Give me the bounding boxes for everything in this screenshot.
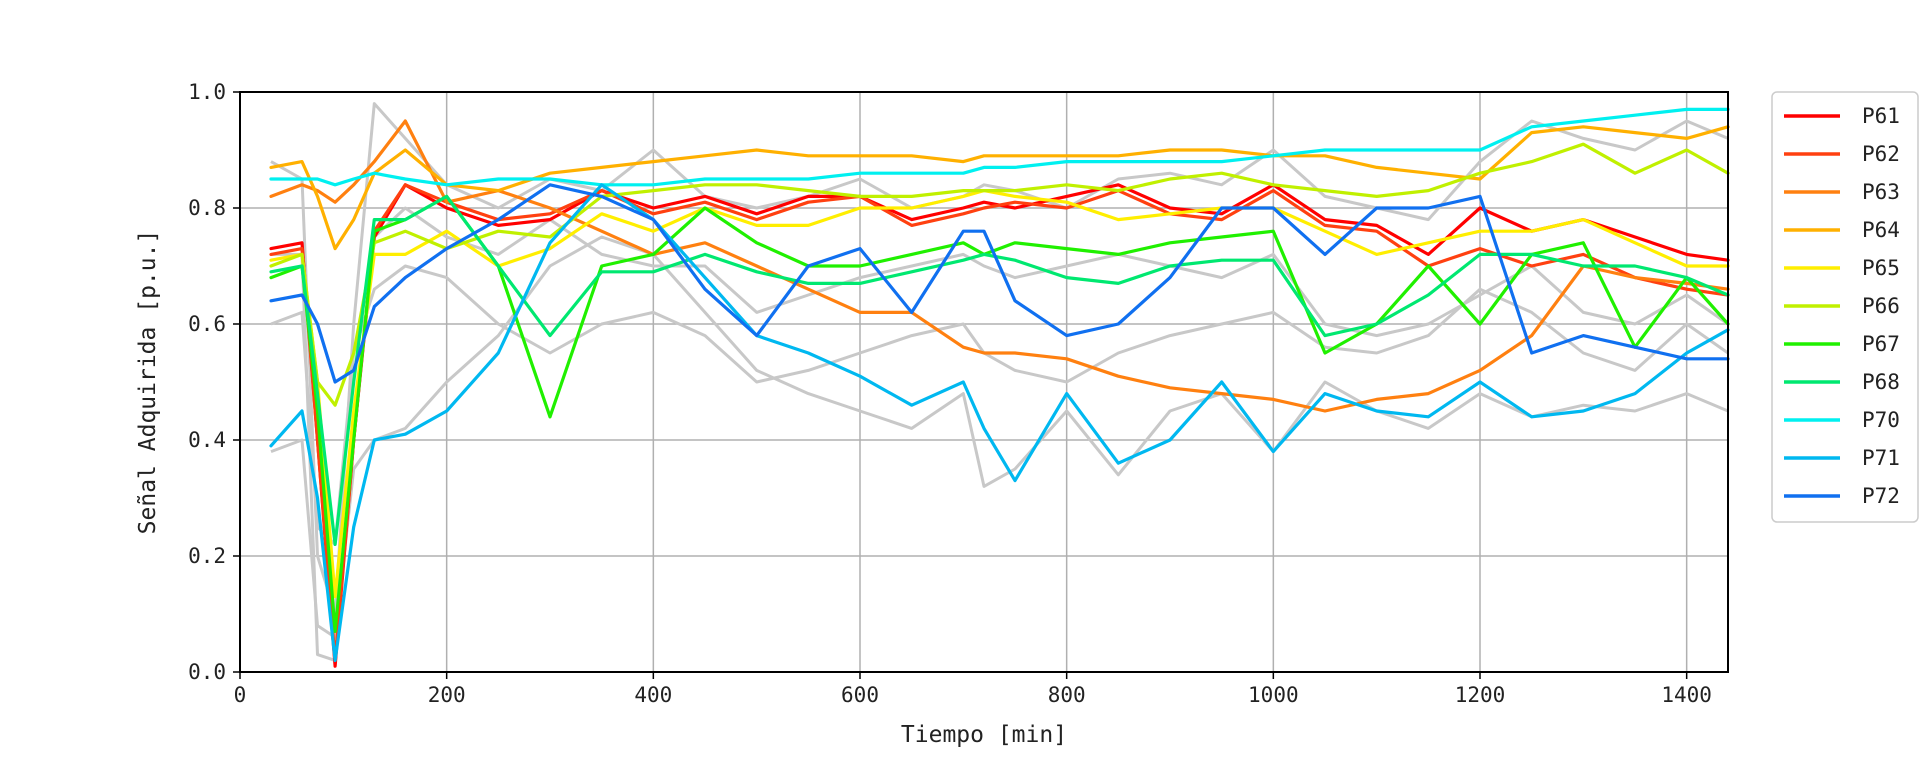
x-tick-label: 1200 bbox=[1455, 683, 1506, 707]
x-tick-label: 400 bbox=[634, 683, 672, 707]
legend-label: P68 bbox=[1862, 370, 1900, 394]
y-axis-title: Señal Adquirida [p.u.] bbox=[135, 230, 161, 535]
legend-label: P61 bbox=[1862, 104, 1900, 128]
legend-label: P67 bbox=[1862, 332, 1900, 356]
legend-label: P62 bbox=[1862, 142, 1900, 166]
y-tick-label: 0.6 bbox=[188, 312, 226, 336]
legend-label: P66 bbox=[1862, 294, 1900, 318]
legend: P61 P62 P63 P64 P65 P66 P67 P68 P70 P71 P72 bbox=[1772, 92, 1918, 522]
x-tick-label: 800 bbox=[1048, 683, 1086, 707]
legend-label: P63 bbox=[1862, 180, 1900, 204]
x-tick-label: 200 bbox=[428, 683, 466, 707]
legend-label: P65 bbox=[1862, 256, 1900, 280]
legend-label: P72 bbox=[1862, 484, 1900, 508]
x-tick-label: 1400 bbox=[1661, 683, 1712, 707]
x-tick-label: 600 bbox=[841, 683, 879, 707]
legend-label: P64 bbox=[1862, 218, 1900, 242]
y-tick-label: 0.4 bbox=[188, 428, 226, 452]
legend-label: P70 bbox=[1862, 408, 1900, 432]
y-tick-label: 0.2 bbox=[188, 544, 226, 568]
x-axis-title: Tiempo [min] bbox=[901, 722, 1067, 748]
y-tick-label: 0.8 bbox=[188, 196, 226, 220]
legend-label: P71 bbox=[1862, 446, 1900, 470]
y-tick-label: 0.0 bbox=[188, 660, 226, 684]
x-tick-label: 1000 bbox=[1248, 683, 1299, 707]
y-tick-label: 1.0 bbox=[188, 80, 226, 104]
x-tick-label: 0 bbox=[234, 683, 247, 707]
